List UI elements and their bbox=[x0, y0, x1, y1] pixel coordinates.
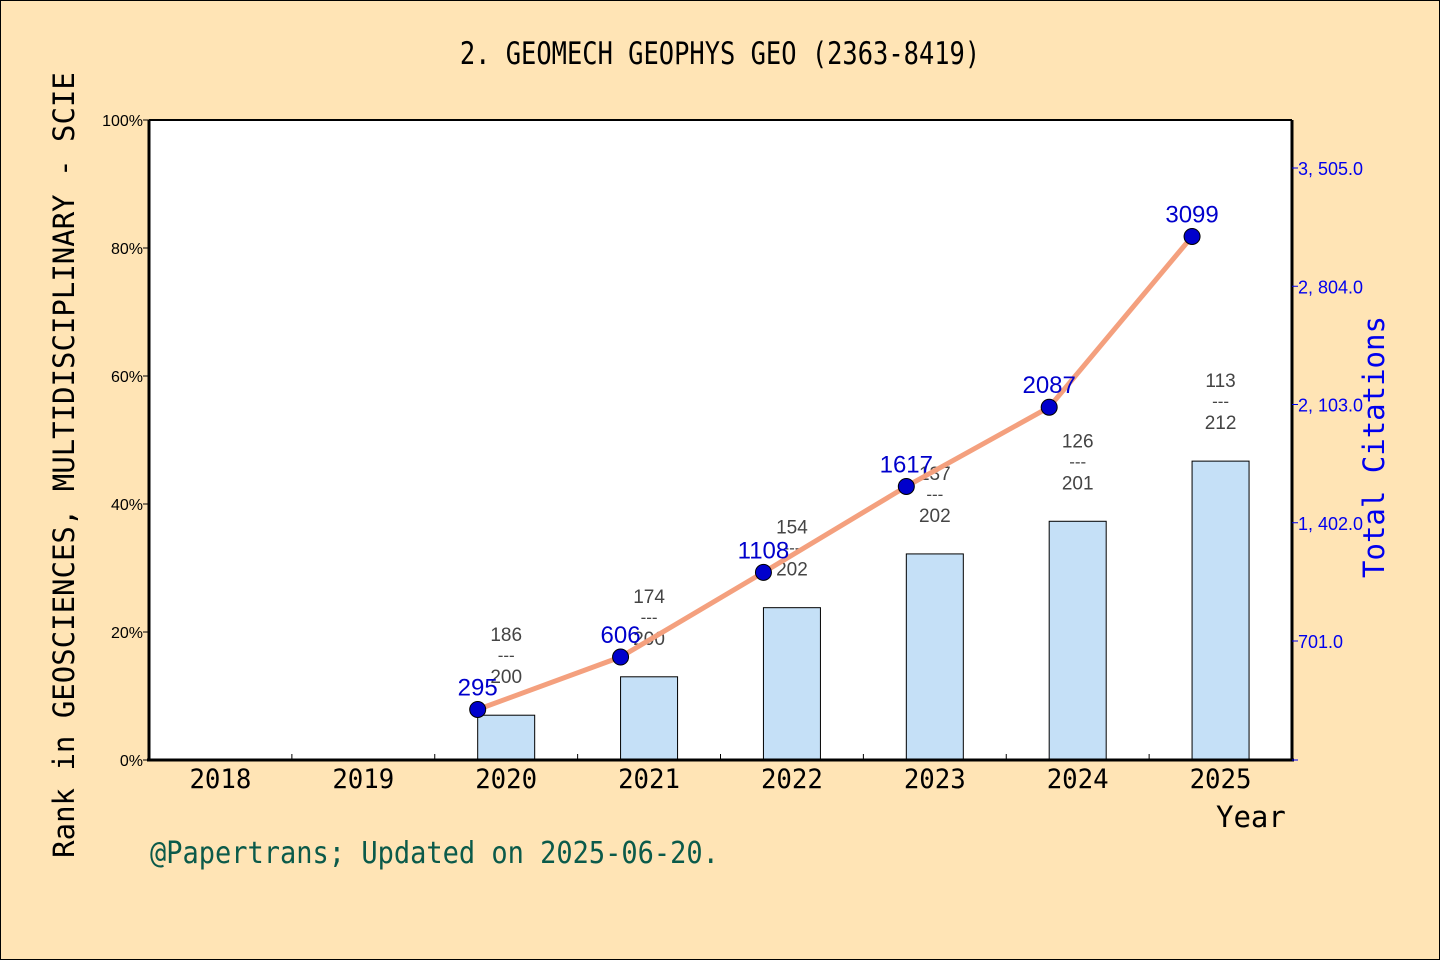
rank-bar bbox=[762, 607, 821, 761]
left-tick-label: 100% bbox=[102, 113, 143, 130]
citation-marker bbox=[469, 700, 487, 718]
rank-bar bbox=[620, 676, 679, 761]
plot-area bbox=[149, 120, 1292, 760]
citations-line bbox=[476, 234, 1194, 712]
citation-marker bbox=[754, 563, 772, 581]
left-tick-label: 40% bbox=[111, 497, 143, 514]
rank-separator: --- bbox=[926, 485, 943, 504]
citation-marker bbox=[897, 477, 915, 495]
x-tick-label: 2025 bbox=[1190, 764, 1252, 795]
rank-denominator: 212 bbox=[1205, 413, 1237, 434]
rank-numerator: 186 bbox=[490, 625, 522, 646]
footer-note: @Papertrans; Updated on 2025-06-20. bbox=[150, 836, 719, 871]
rank-separator: --- bbox=[1069, 452, 1086, 471]
citation-value-label: 2087 bbox=[1022, 372, 1075, 399]
rank-denominator: 202 bbox=[776, 560, 808, 581]
x-tick-label: 2020 bbox=[475, 764, 537, 795]
rank-numerator: 113 bbox=[1205, 371, 1235, 392]
rank-numerator: 126 bbox=[1062, 431, 1094, 452]
citation-value-label: 3099 bbox=[1165, 201, 1218, 228]
rank-bar bbox=[1191, 460, 1250, 761]
rank-denominator: 202 bbox=[919, 506, 951, 527]
rank-bar bbox=[905, 553, 964, 761]
rank-separator: --- bbox=[641, 608, 658, 627]
right-tick-label: 2, 804.0 bbox=[1298, 277, 1363, 297]
rank-separator: --- bbox=[1212, 392, 1229, 411]
rank-numerator: 137 bbox=[919, 464, 951, 485]
citation-marker bbox=[1040, 398, 1058, 416]
right-tick-label: 701.0 bbox=[1298, 632, 1343, 652]
left-tick-label: 80% bbox=[111, 241, 143, 258]
x-tick-label: 2019 bbox=[332, 764, 394, 795]
x-axis-label: Year bbox=[1216, 800, 1286, 834]
x-tick-label: 2021 bbox=[618, 764, 680, 795]
rank-denominator: 201 bbox=[1062, 473, 1094, 494]
citation-value-label: 1617 bbox=[880, 451, 933, 478]
x-tick-label: 2018 bbox=[189, 764, 251, 795]
rank-numerator: 174 bbox=[633, 587, 665, 608]
x-tick-label: 2022 bbox=[761, 764, 823, 795]
citation-value-label: 1108 bbox=[738, 537, 790, 564]
rank-bar bbox=[477, 714, 536, 761]
right-tick-label: 3, 505.0 bbox=[1298, 159, 1363, 179]
x-tick-label: 2023 bbox=[904, 764, 966, 795]
rank-denominator: 200 bbox=[490, 667, 522, 688]
chart-title: 2. GEOMECH GEOPHYS GEO (2363-8419) bbox=[459, 36, 981, 72]
citation-value-label: 606 bbox=[601, 622, 641, 649]
right-tick-label: 1, 402.0 bbox=[1298, 514, 1363, 534]
citation-value-label: 295 bbox=[458, 674, 498, 701]
left-tick-label: 0% bbox=[120, 753, 143, 770]
rank-numerator: 154 bbox=[776, 518, 808, 539]
left-tick-label: 20% bbox=[111, 625, 143, 642]
left-tick-label: 60% bbox=[111, 369, 143, 386]
x-tick-label: 2024 bbox=[1047, 764, 1109, 795]
citation-marker bbox=[612, 648, 630, 666]
citation-marker bbox=[1183, 227, 1201, 245]
rank-separator: --- bbox=[498, 646, 515, 665]
right-tick-label: 2, 103.0 bbox=[1298, 396, 1363, 416]
rank-bar bbox=[1048, 520, 1107, 761]
